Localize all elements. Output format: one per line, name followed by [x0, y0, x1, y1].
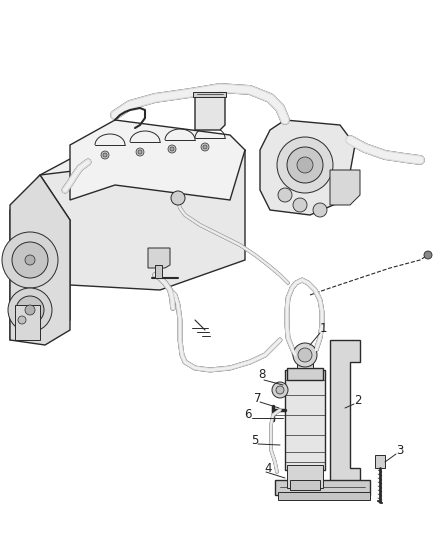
Polygon shape: [375, 455, 385, 468]
Polygon shape: [10, 175, 70, 340]
Text: 5: 5: [251, 433, 259, 447]
Circle shape: [293, 198, 307, 212]
Circle shape: [25, 305, 35, 315]
Polygon shape: [290, 480, 320, 490]
Circle shape: [424, 251, 432, 259]
Text: 2: 2: [354, 393, 362, 407]
Circle shape: [297, 157, 313, 173]
Polygon shape: [70, 120, 245, 200]
Circle shape: [313, 203, 327, 217]
Circle shape: [171, 191, 185, 205]
Circle shape: [203, 145, 207, 149]
Polygon shape: [278, 492, 370, 500]
Circle shape: [25, 255, 35, 265]
Polygon shape: [287, 368, 323, 380]
Circle shape: [298, 348, 312, 362]
Polygon shape: [275, 480, 370, 495]
Circle shape: [16, 296, 44, 324]
Circle shape: [278, 188, 292, 202]
Circle shape: [103, 153, 107, 157]
Circle shape: [287, 147, 323, 183]
Text: 3: 3: [396, 443, 404, 456]
Circle shape: [136, 148, 144, 156]
Circle shape: [272, 382, 288, 398]
Circle shape: [277, 137, 333, 193]
Circle shape: [168, 145, 176, 153]
Polygon shape: [40, 135, 245, 220]
Circle shape: [101, 151, 109, 159]
Polygon shape: [193, 92, 226, 97]
Circle shape: [201, 143, 209, 151]
Text: 7: 7: [254, 392, 262, 405]
Polygon shape: [10, 175, 70, 345]
Circle shape: [170, 147, 174, 151]
Circle shape: [276, 386, 284, 394]
Polygon shape: [148, 248, 170, 268]
Circle shape: [138, 150, 142, 154]
Circle shape: [2, 232, 58, 288]
Polygon shape: [330, 340, 360, 490]
Circle shape: [12, 242, 48, 278]
Polygon shape: [40, 150, 245, 290]
Text: 6: 6: [244, 408, 252, 422]
Text: 1: 1: [319, 321, 327, 335]
Polygon shape: [15, 305, 40, 340]
Polygon shape: [260, 120, 355, 215]
Polygon shape: [155, 265, 162, 278]
Circle shape: [18, 316, 26, 324]
Text: 8: 8: [258, 368, 266, 382]
Polygon shape: [297, 355, 313, 368]
Polygon shape: [287, 465, 323, 488]
Circle shape: [293, 343, 317, 367]
Bar: [285, 370, 325, 470]
Polygon shape: [330, 170, 360, 205]
Polygon shape: [195, 95, 225, 130]
Text: 4: 4: [264, 462, 272, 474]
Circle shape: [8, 288, 52, 332]
